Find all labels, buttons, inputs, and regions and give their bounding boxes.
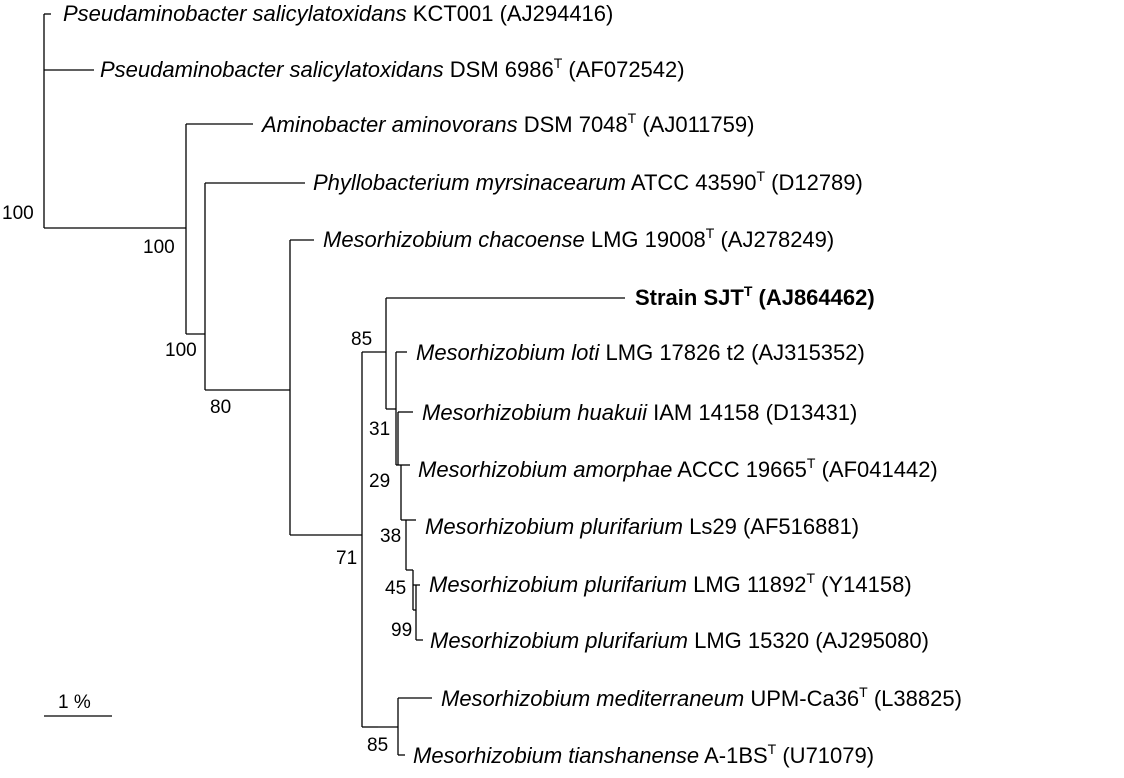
tree-branches (43, 13, 625, 756)
bootstrap-value: 31 (369, 419, 390, 440)
bootstrap-value: 29 (369, 471, 390, 492)
taxon-label: Mesorhizobium amorphae ACCC 19665T (AF04… (418, 455, 938, 482)
bootstrap-value: 71 (336, 548, 357, 569)
bootstrap-value: 100 (143, 237, 175, 258)
bootstrap-value: 85 (367, 735, 388, 756)
taxon-label: Mesorhizobium plurifarium Ls29 (AF516881… (425, 514, 859, 539)
taxon-labels: Pseudaminobacter salicylatoxidans KCT001… (63, 1, 962, 768)
taxon-label: Mesorhizobium huakuii IAM 14158 (D13431) (422, 400, 857, 425)
taxon-label: Mesorhizobium plurifarium LMG 11892T (Y1… (429, 570, 912, 597)
taxon-label-highlighted: Strain SJTT (AJ864462) (635, 283, 875, 310)
taxon-label: Mesorhizobium plurifarium LMG 15320 (AJ2… (430, 628, 929, 653)
taxon-label: Mesorhizobium tianshanense A-1BST (U7107… (413, 741, 874, 768)
taxon-label: Pseudaminobacter salicylatoxidans DSM 69… (100, 55, 685, 82)
bootstrap-value: 100 (165, 340, 197, 361)
taxon-label: Pseudaminobacter salicylatoxidans KCT001… (63, 1, 613, 26)
bootstrap-value: 45 (385, 578, 406, 599)
scale-bar-label: 1 % (58, 692, 91, 713)
taxon-label: Phyllobacterium myrsinacearum ATCC 43590… (313, 168, 863, 195)
bootstrap-value: 85 (351, 329, 372, 350)
taxon-label: Mesorhizobium mediterraneum UPM-Ca36T (L… (441, 684, 962, 711)
bootstrap-value: 80 (210, 397, 231, 418)
bootstrap-value: 100 (2, 203, 34, 224)
bootstrap-value: 99 (391, 620, 412, 641)
taxon-label: Aminobacter aminovorans DSM 7048T (AJ011… (260, 110, 754, 137)
taxon-label: Mesorhizobium chacoense LMG 19008T (AJ27… (323, 225, 834, 252)
bootstrap-values: 100 100 100 80 85 31 29 38 45 99 71 85 (2, 203, 412, 756)
bootstrap-value: 38 (380, 526, 401, 547)
taxon-label: Mesorhizobium loti LMG 17826 t2 (AJ31535… (416, 340, 865, 365)
